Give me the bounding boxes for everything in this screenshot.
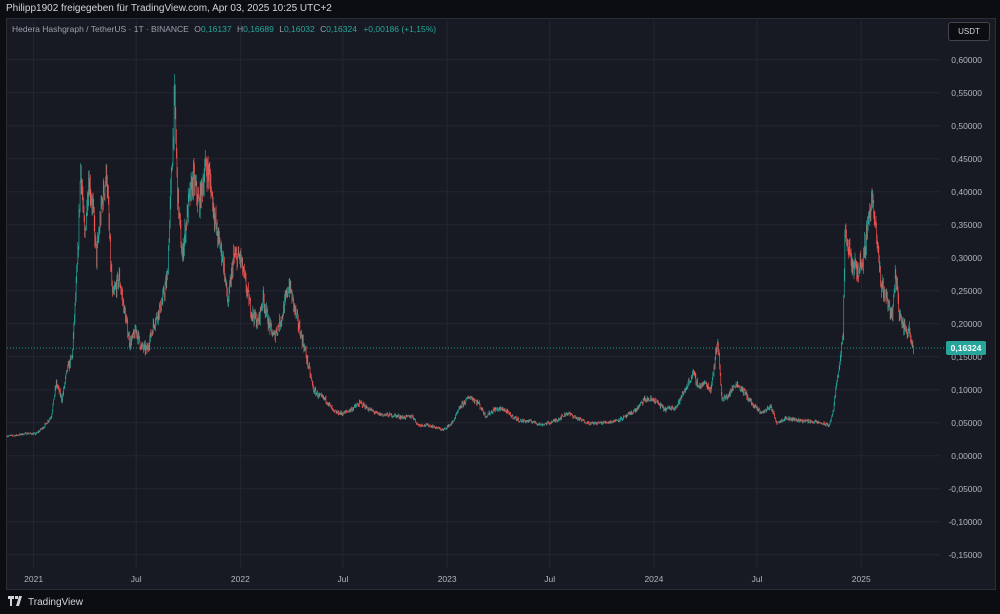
low-label: L [279, 24, 284, 34]
price-tick-label: 0,10000 [951, 385, 982, 395]
price-tick-label: -0,10000 [948, 517, 982, 527]
time-tick-label: 2025 [852, 574, 871, 584]
time-tick-label: 2024 [644, 574, 663, 584]
last-price-badge [946, 341, 986, 356]
candlestick-series [6, 74, 914, 438]
price-tick-label: 0,15000 [951, 352, 982, 362]
time-tick-label: 2023 [438, 574, 457, 584]
close-value: 0,16324 [326, 24, 357, 34]
time-tick-label: 2022 [231, 574, 250, 584]
high-label: H [236, 24, 244, 34]
time-tick-label: 2021 [24, 574, 43, 584]
price-tick-label: 0,40000 [951, 187, 982, 197]
price-tick-label: -0,15000 [948, 550, 982, 560]
currency-unit-button[interactable]: USDT [948, 22, 990, 41]
time-tick-label: Jul [544, 574, 555, 584]
change-value: +0,00186 (+1,15%) [363, 24, 437, 34]
last-price-label: 0,16324 [951, 343, 982, 353]
open-label: O [194, 24, 201, 34]
share-text: Philipp1902 freigegeben für TradingView.… [6, 3, 332, 14]
footer-bar [0, 590, 1000, 614]
chart-panel[interactable] [6, 18, 996, 590]
high-value: 0,16689 [243, 24, 274, 34]
brand-label: TradingView [28, 597, 84, 608]
symbol-name[interactable]: Hedera Hashgraph / TetherUS · 1T · BINAN… [12, 24, 189, 34]
price-tick-label: 0,60000 [951, 55, 982, 65]
price-tick-label: 0,50000 [951, 121, 982, 131]
price-tick-label: 0,00000 [951, 451, 982, 461]
time-tick-label: Jul [752, 574, 763, 584]
time-tick-label: Jul [131, 574, 142, 584]
price-tick-label: 0,35000 [951, 220, 982, 230]
tradingview-logo-icon [8, 596, 24, 609]
chart-grid [7, 20, 940, 568]
time-tick-label: Jul [337, 574, 348, 584]
last-price-line: 0,16324 [7, 341, 986, 356]
price-tick-label: 0,05000 [951, 418, 982, 428]
price-tick-label: -0,05000 [948, 484, 982, 494]
close-label: C [320, 24, 327, 34]
price-axis: 0,60000 0,55000 0,50000 0,45000 0,40000 0,350… [948, 55, 982, 560]
open-value: 0,16137 [200, 24, 232, 34]
price-tick-label: 0,20000 [951, 319, 982, 329]
tradingview-branding[interactable]: TradingView [8, 596, 83, 609]
price-tick-label: 0,45000 [951, 154, 982, 164]
low-value: 0,16032 [283, 24, 315, 34]
share-header: Philipp1902 freigegeben für TradingView.… [0, 0, 1000, 18]
price-tick-label: 0,30000 [951, 253, 982, 263]
time-axis: 2021 Jul 2022 Jul 2023 Jul 2024 Jul 2025 [24, 574, 871, 584]
price-tick-label: 0,25000 [951, 286, 982, 296]
price-tick-label: 0,55000 [951, 88, 982, 98]
symbol-legend[interactable]: Hedera Hashgraph / TetherUS · 1T · BINAN… [12, 24, 436, 34]
